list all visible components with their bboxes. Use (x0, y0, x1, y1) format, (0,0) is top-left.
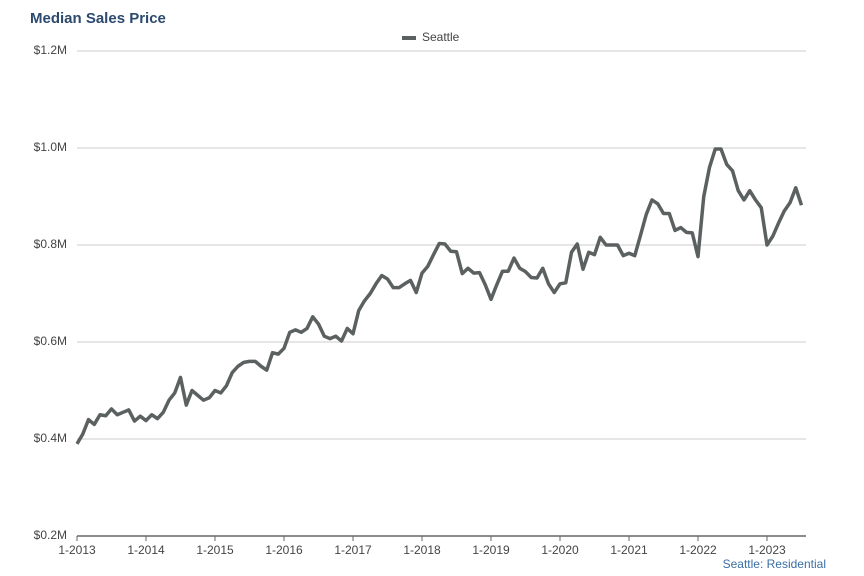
y-tick-label: $0.2M (34, 528, 67, 542)
legend-label: Seattle (422, 30, 460, 44)
x-tick-label: 1-2023 (748, 543, 786, 557)
chart-title: Median Sales Price (30, 10, 166, 27)
y-tick-label: $0.4M (34, 431, 67, 445)
x-tick-label: 1-2020 (541, 543, 579, 557)
x-tick-label: 1-2022 (679, 543, 717, 557)
y-tick-label: $1.2M (34, 43, 67, 57)
x-tick-label: 1-2015 (196, 543, 234, 557)
x-tick-label: 1-2017 (334, 543, 372, 557)
x-tick-label: 1-2018 (403, 543, 441, 557)
x-tick-label: 1-2014 (127, 543, 165, 557)
y-tick-label: $0.6M (34, 334, 67, 348)
y-tick-label: $1.0M (34, 140, 67, 154)
line (75, 147, 804, 445)
x-tick-label: 1-2021 (610, 543, 648, 557)
x-tick-label: 1-2013 (58, 543, 96, 557)
x-tick-label: 1-2019 (472, 543, 510, 557)
footnote: Seattle: Residential (723, 557, 826, 571)
x-tick-label: 1-2016 (265, 543, 303, 557)
y-tick-label: $0.8M (34, 237, 67, 251)
